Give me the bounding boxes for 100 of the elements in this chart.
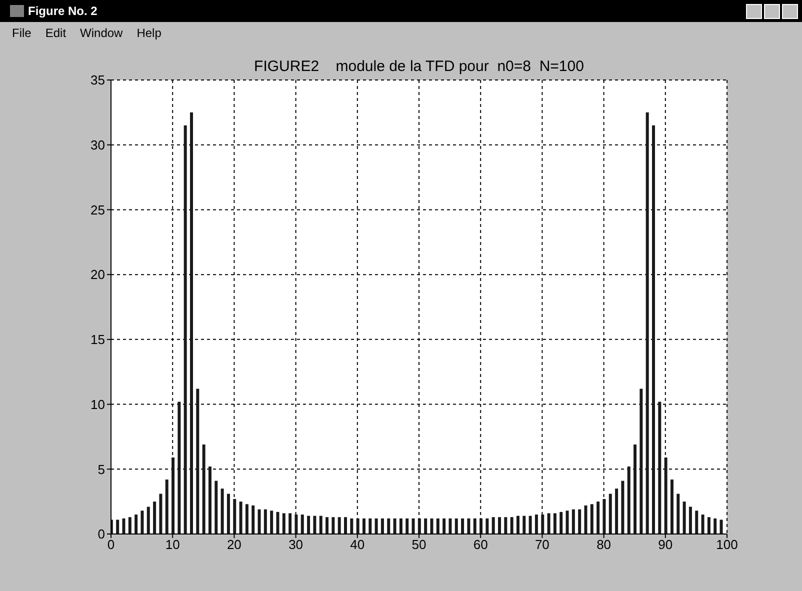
bar bbox=[695, 510, 698, 534]
x-tick-label: 20 bbox=[226, 537, 242, 552]
bar bbox=[202, 444, 206, 534]
bar bbox=[720, 520, 723, 534]
bar bbox=[146, 506, 150, 534]
bar bbox=[406, 518, 409, 534]
x-tick-label: 100 bbox=[716, 537, 738, 552]
x-tick-label: 0 bbox=[107, 537, 115, 552]
bar bbox=[676, 494, 680, 534]
bar bbox=[627, 466, 630, 534]
bar bbox=[245, 504, 248, 534]
bar bbox=[454, 518, 458, 534]
bar bbox=[602, 498, 606, 534]
bar bbox=[448, 518, 452, 534]
y-tick-label: 35 bbox=[90, 72, 105, 88]
bar bbox=[233, 498, 236, 534]
bar bbox=[184, 125, 187, 534]
text: Help bbox=[136, 26, 162, 40]
bar bbox=[528, 516, 532, 534]
bar bbox=[134, 514, 138, 534]
bar bbox=[621, 480, 624, 534]
bar bbox=[658, 402, 662, 534]
bar bbox=[313, 516, 316, 534]
bar bbox=[560, 512, 563, 534]
y-tick-label: 5 bbox=[98, 462, 105, 477]
bar bbox=[190, 112, 193, 534]
y-tick-label: 0 bbox=[98, 526, 105, 542]
y-tick-label: 20 bbox=[90, 267, 105, 282]
bar bbox=[362, 518, 366, 534]
bar bbox=[504, 517, 508, 534]
bar bbox=[553, 513, 556, 534]
bar bbox=[344, 517, 347, 534]
bar bbox=[510, 517, 514, 534]
bar bbox=[307, 516, 310, 534]
bar bbox=[226, 494, 230, 534]
bar bbox=[473, 518, 476, 534]
bar bbox=[541, 514, 544, 534]
bar bbox=[276, 512, 280, 534]
x-tick-label: 10 bbox=[165, 537, 180, 552]
x-tick-label: 60 bbox=[473, 537, 488, 552]
bar bbox=[239, 502, 242, 534]
bar bbox=[380, 518, 384, 534]
x-tick-label: 40 bbox=[350, 537, 365, 552]
bar bbox=[646, 112, 649, 534]
bar bbox=[492, 517, 495, 534]
chart-title: FIGURE2 module de la TFD pour n0=8 N=100 bbox=[253, 58, 585, 75]
bar bbox=[196, 388, 200, 534]
y-tick-label: 15 bbox=[90, 332, 105, 348]
bar bbox=[467, 518, 470, 534]
x-tick-label: 90 bbox=[658, 537, 673, 552]
bar bbox=[368, 518, 372, 534]
bar bbox=[701, 514, 704, 534]
bar bbox=[270, 510, 274, 534]
bar bbox=[356, 518, 360, 534]
bar bbox=[664, 457, 668, 534]
bar bbox=[214, 480, 218, 534]
bar bbox=[461, 518, 464, 534]
y-tick-label: 30 bbox=[90, 137, 105, 152]
bar bbox=[338, 517, 341, 534]
text: File bbox=[12, 26, 32, 40]
bar bbox=[688, 506, 692, 534]
bar bbox=[547, 513, 550, 534]
bar bbox=[165, 480, 168, 534]
text: Edit bbox=[45, 26, 66, 40]
bar bbox=[572, 509, 575, 534]
bar bbox=[682, 502, 686, 534]
bar bbox=[516, 516, 520, 534]
bar bbox=[294, 514, 298, 534]
bar bbox=[566, 510, 569, 534]
bar bbox=[522, 516, 526, 534]
bar bbox=[670, 480, 674, 534]
bar bbox=[258, 509, 261, 534]
x-tick-label: 80 bbox=[596, 537, 612, 552]
bar bbox=[178, 402, 181, 534]
bar bbox=[393, 518, 396, 534]
bar bbox=[264, 509, 267, 534]
bar bbox=[332, 517, 335, 534]
x-tick-label: 30 bbox=[288, 537, 304, 552]
x-tick-label: 50 bbox=[412, 537, 426, 552]
bar bbox=[288, 513, 292, 534]
text: Window bbox=[80, 26, 123, 40]
bar bbox=[424, 518, 428, 534]
bar bbox=[714, 518, 717, 534]
y-tick-label: 10 bbox=[90, 396, 105, 412]
bar bbox=[159, 494, 162, 534]
bar bbox=[608, 494, 612, 534]
bar bbox=[220, 488, 224, 534]
bar bbox=[252, 505, 255, 534]
bar bbox=[590, 504, 594, 534]
bar bbox=[640, 388, 643, 534]
bar bbox=[374, 518, 378, 534]
bar bbox=[707, 517, 710, 534]
bar bbox=[596, 502, 600, 534]
x-tick-label: 70 bbox=[534, 537, 550, 552]
bar bbox=[350, 518, 354, 534]
bar bbox=[412, 518, 415, 534]
bar bbox=[584, 505, 588, 534]
y-tick-label: 25 bbox=[90, 202, 105, 218]
bar bbox=[326, 517, 329, 534]
bar bbox=[436, 518, 440, 534]
